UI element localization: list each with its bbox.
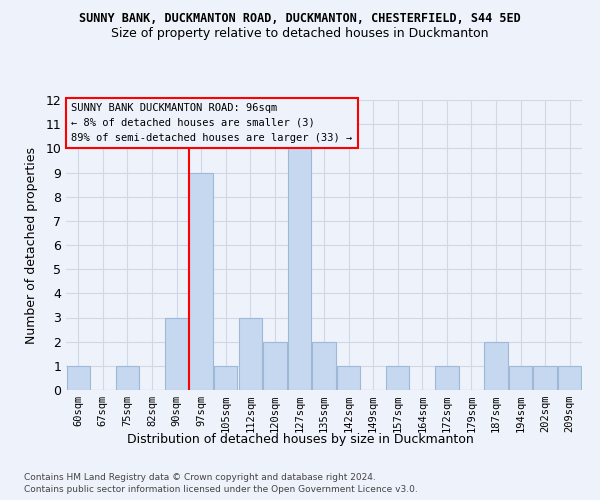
Text: SUNNY BANK, DUCKMANTON ROAD, DUCKMANTON, CHESTERFIELD, S44 5ED: SUNNY BANK, DUCKMANTON ROAD, DUCKMANTON,…: [79, 12, 521, 26]
Text: Contains HM Land Registry data © Crown copyright and database right 2024.: Contains HM Land Registry data © Crown c…: [24, 472, 376, 482]
Bar: [165, 318, 188, 390]
Text: Distribution of detached houses by size in Duckmanton: Distribution of detached houses by size …: [127, 432, 473, 446]
Text: SUNNY BANK DUCKMANTON ROAD: 96sqm
← 8% of detached houses are smaller (3)
89% of: SUNNY BANK DUCKMANTON ROAD: 96sqm ← 8% o…: [71, 103, 352, 142]
Bar: [533, 366, 557, 390]
Bar: [484, 342, 508, 390]
Bar: [288, 148, 311, 390]
Bar: [214, 366, 238, 390]
Bar: [116, 366, 139, 390]
Bar: [67, 366, 90, 390]
Y-axis label: Number of detached properties: Number of detached properties: [25, 146, 38, 344]
Bar: [337, 366, 360, 390]
Bar: [313, 342, 335, 390]
Bar: [386, 366, 409, 390]
Bar: [239, 318, 262, 390]
Text: Size of property relative to detached houses in Duckmanton: Size of property relative to detached ho…: [111, 28, 489, 40]
Bar: [263, 342, 287, 390]
Bar: [190, 172, 213, 390]
Bar: [435, 366, 458, 390]
Bar: [558, 366, 581, 390]
Bar: [509, 366, 532, 390]
Text: Contains public sector information licensed under the Open Government Licence v3: Contains public sector information licen…: [24, 485, 418, 494]
